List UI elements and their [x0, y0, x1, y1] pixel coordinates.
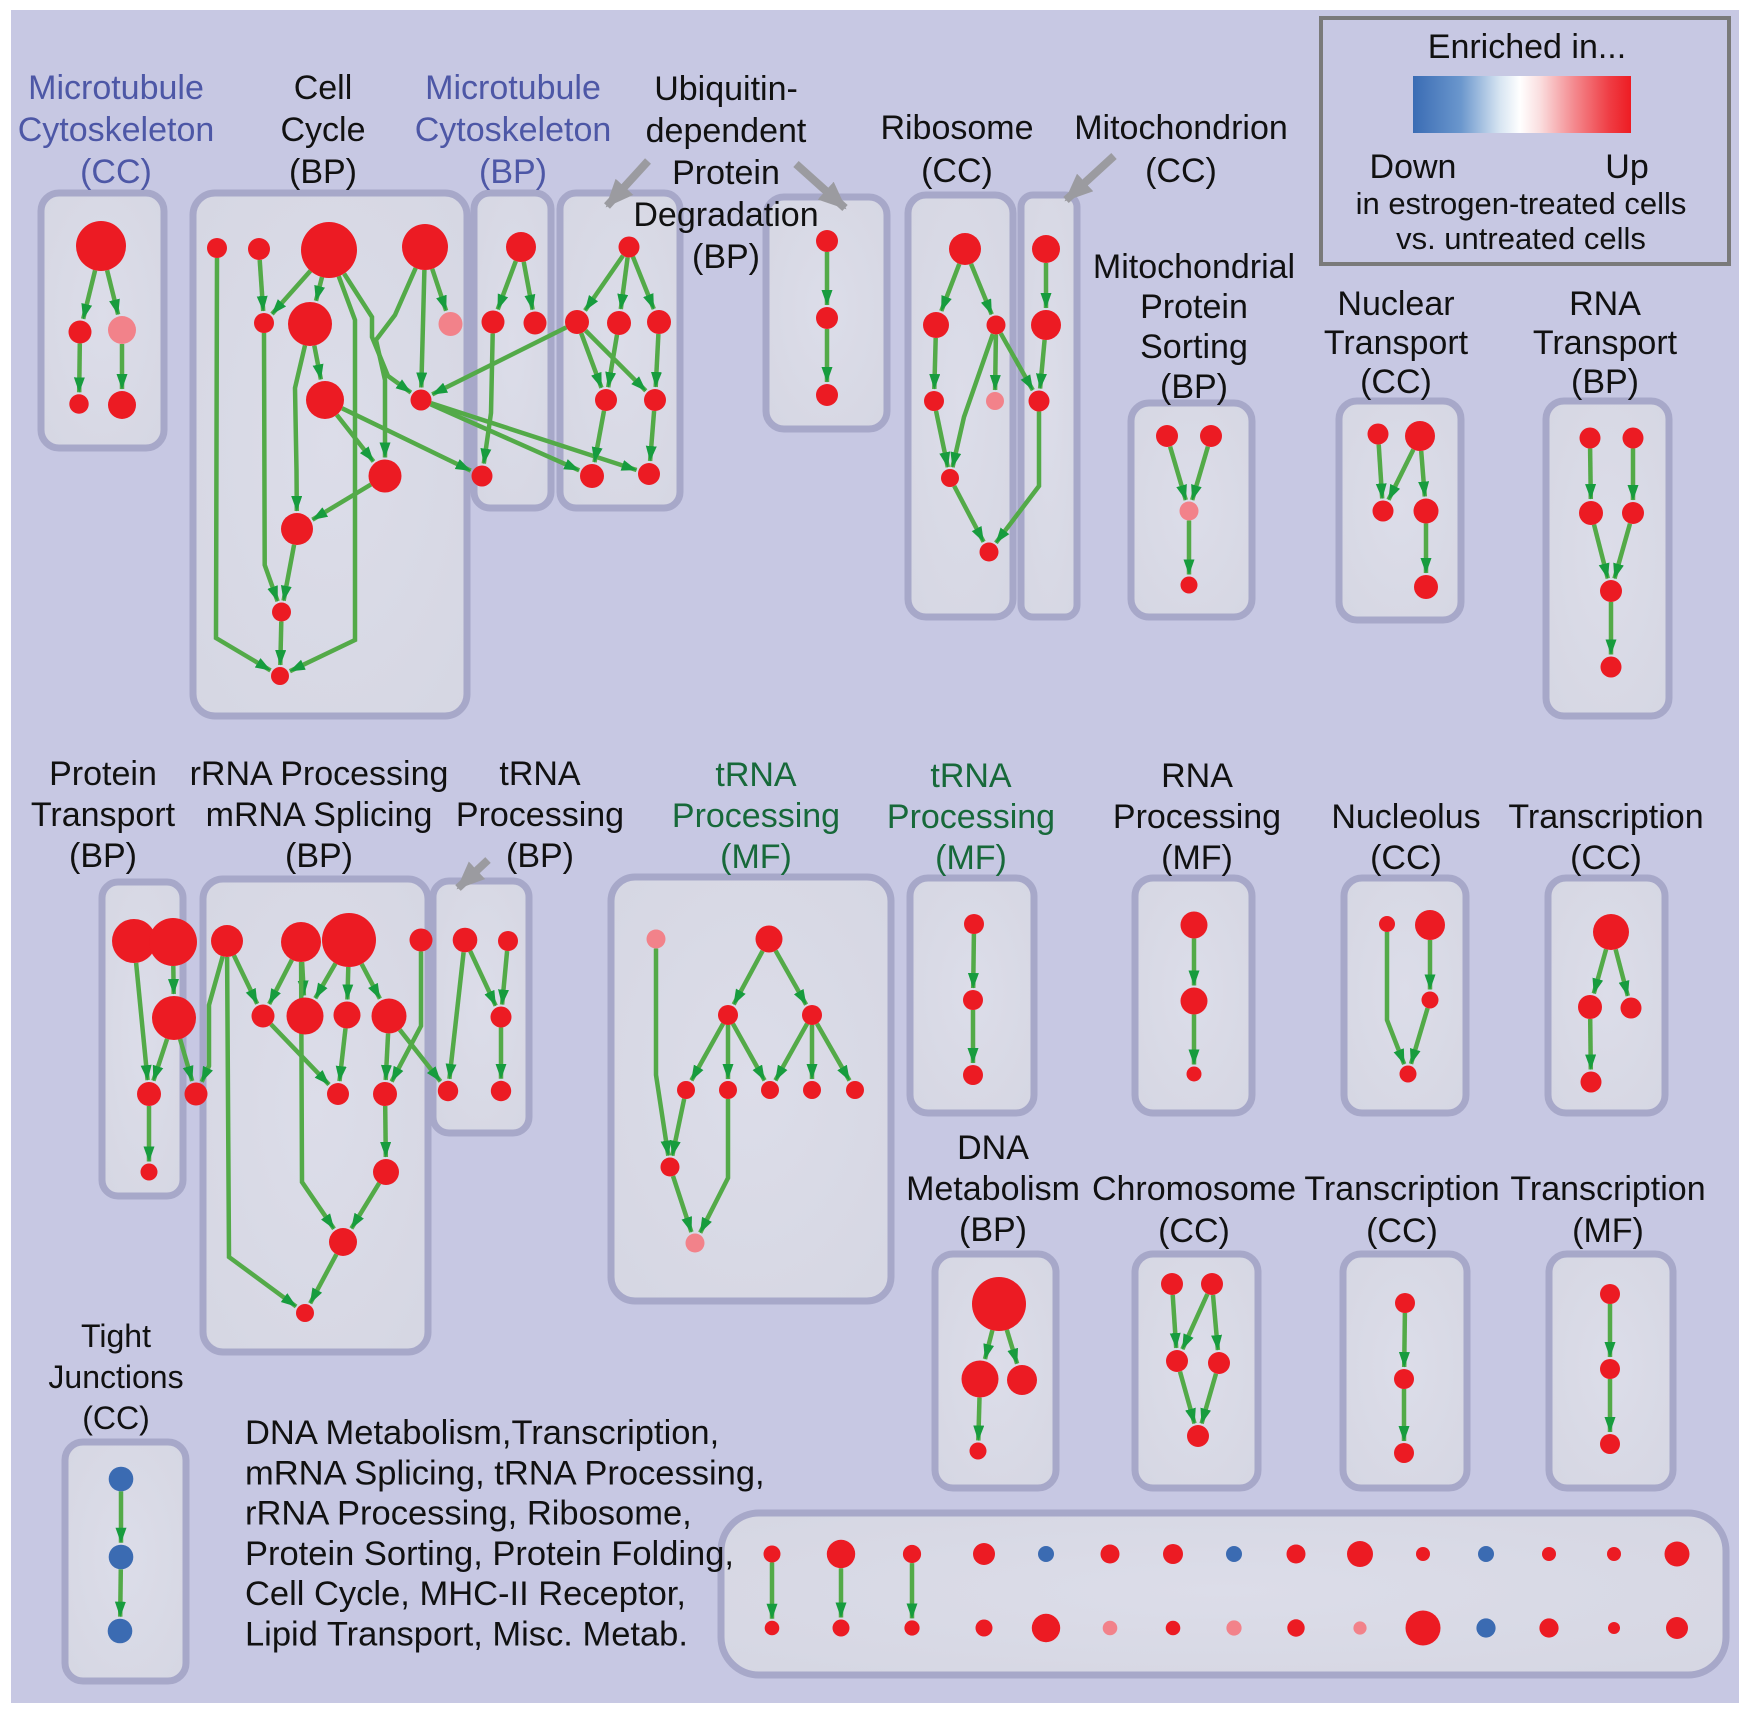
svg-text:(MF): (MF): [1161, 839, 1233, 877]
svg-text:Transcription: Transcription: [1510, 1170, 1705, 1208]
svg-text:tRNA: tRNA: [930, 757, 1012, 795]
svg-text:(CC): (CC): [1360, 363, 1432, 401]
svg-text:Cytoskeleton: Cytoskeleton: [415, 111, 612, 149]
svg-text:mRNA Splicing, tRNA Processing: mRNA Splicing, tRNA Processing,: [245, 1454, 765, 1492]
svg-text:RNA: RNA: [1569, 285, 1641, 323]
svg-text:(BP): (BP): [959, 1211, 1027, 1249]
svg-text:DNA: DNA: [957, 1129, 1029, 1167]
svg-text:tRNA: tRNA: [715, 756, 797, 794]
svg-text:Microtubule: Microtubule: [425, 69, 601, 107]
svg-text:(BP): (BP): [1571, 363, 1639, 401]
svg-text:Transport: Transport: [1324, 324, 1469, 362]
svg-text:Processing: Processing: [672, 797, 840, 835]
svg-text:Metabolism: Metabolism: [906, 1170, 1080, 1208]
svg-text:Junctions: Junctions: [48, 1359, 183, 1395]
svg-text:(CC): (CC): [80, 153, 152, 191]
svg-text:Protein: Protein: [1140, 288, 1248, 326]
svg-text:(BP): (BP): [479, 153, 547, 191]
svg-text:(BP): (BP): [289, 153, 357, 191]
svg-text:Transport: Transport: [1533, 324, 1678, 362]
svg-text:Nucleolus: Nucleolus: [1331, 798, 1480, 836]
svg-text:Down: Down: [1370, 148, 1457, 186]
svg-text:rRNA Processing, Ribosome,: rRNA Processing, Ribosome,: [245, 1495, 692, 1533]
svg-text:Processing: Processing: [887, 798, 1055, 836]
svg-text:Lipid Transport, Misc. Metab.: Lipid Transport, Misc. Metab.: [245, 1616, 688, 1654]
svg-text:(CC): (CC): [82, 1400, 150, 1436]
svg-text:(CC): (CC): [1366, 1212, 1438, 1250]
svg-text:Cell: Cell: [294, 69, 353, 107]
svg-text:(CC): (CC): [1158, 1212, 1230, 1250]
svg-text:Transport: Transport: [31, 796, 176, 834]
svg-text:(BP): (BP): [69, 837, 137, 875]
svg-text:Processing: Processing: [456, 796, 624, 834]
svg-text:Tight: Tight: [81, 1318, 151, 1354]
svg-text:Sorting: Sorting: [1140, 328, 1248, 366]
svg-text:(BP): (BP): [692, 238, 760, 276]
svg-text:(CC): (CC): [1145, 152, 1217, 190]
svg-text:Mitochondrial: Mitochondrial: [1093, 248, 1295, 286]
svg-text:(BP): (BP): [506, 837, 574, 875]
svg-text:DNA Metabolism,Transcription,: DNA Metabolism,Transcription,: [245, 1414, 719, 1452]
svg-text:rRNA Processing: rRNA Processing: [190, 755, 449, 793]
svg-text:Cycle: Cycle: [280, 111, 365, 149]
svg-text:Transcription: Transcription: [1304, 1170, 1499, 1208]
svg-text:RNA: RNA: [1161, 757, 1233, 795]
svg-text:(BP): (BP): [285, 837, 353, 875]
svg-text:Protein: Protein: [49, 755, 157, 793]
svg-text:(MF): (MF): [720, 838, 792, 876]
svg-text:(CC): (CC): [1570, 839, 1642, 877]
svg-text:(CC): (CC): [921, 152, 993, 190]
svg-text:Enriched in...: Enriched in...: [1428, 28, 1626, 66]
svg-text:Nuclear: Nuclear: [1337, 285, 1454, 323]
svg-text:Cell Cycle, MHC-II Receptor,: Cell Cycle, MHC-II Receptor,: [245, 1575, 686, 1613]
svg-text:(BP): (BP): [1160, 368, 1228, 406]
svg-text:Transcription: Transcription: [1508, 798, 1703, 836]
svg-text:Processing: Processing: [1113, 798, 1281, 836]
svg-text:Ribosome: Ribosome: [880, 109, 1033, 147]
svg-text:in estrogen-treated cells: in estrogen-treated cells: [1356, 186, 1687, 221]
svg-text:(CC): (CC): [1370, 839, 1442, 877]
svg-text:Mitochondrion: Mitochondrion: [1074, 109, 1288, 147]
svg-text:(MF): (MF): [935, 839, 1007, 877]
svg-text:Protein Sorting, Protein Foldi: Protein Sorting, Protein Folding,: [245, 1535, 734, 1573]
svg-text:vs. untreated cells: vs. untreated cells: [1396, 221, 1646, 256]
svg-text:Microtubule: Microtubule: [28, 69, 204, 107]
svg-text:Chromosome: Chromosome: [1092, 1170, 1296, 1208]
svg-text:tRNA: tRNA: [499, 755, 581, 793]
svg-text:Protein: Protein: [672, 154, 780, 192]
svg-text:Up: Up: [1605, 148, 1648, 186]
svg-text:Ubiquitin-: Ubiquitin-: [654, 70, 798, 108]
svg-text:dependent: dependent: [646, 112, 807, 150]
svg-text:(MF): (MF): [1572, 1212, 1644, 1250]
svg-text:Degradation: Degradation: [633, 196, 818, 234]
svg-text:Cytoskeleton: Cytoskeleton: [18, 111, 215, 149]
svg-text:mRNA Splicing: mRNA Splicing: [206, 796, 433, 834]
